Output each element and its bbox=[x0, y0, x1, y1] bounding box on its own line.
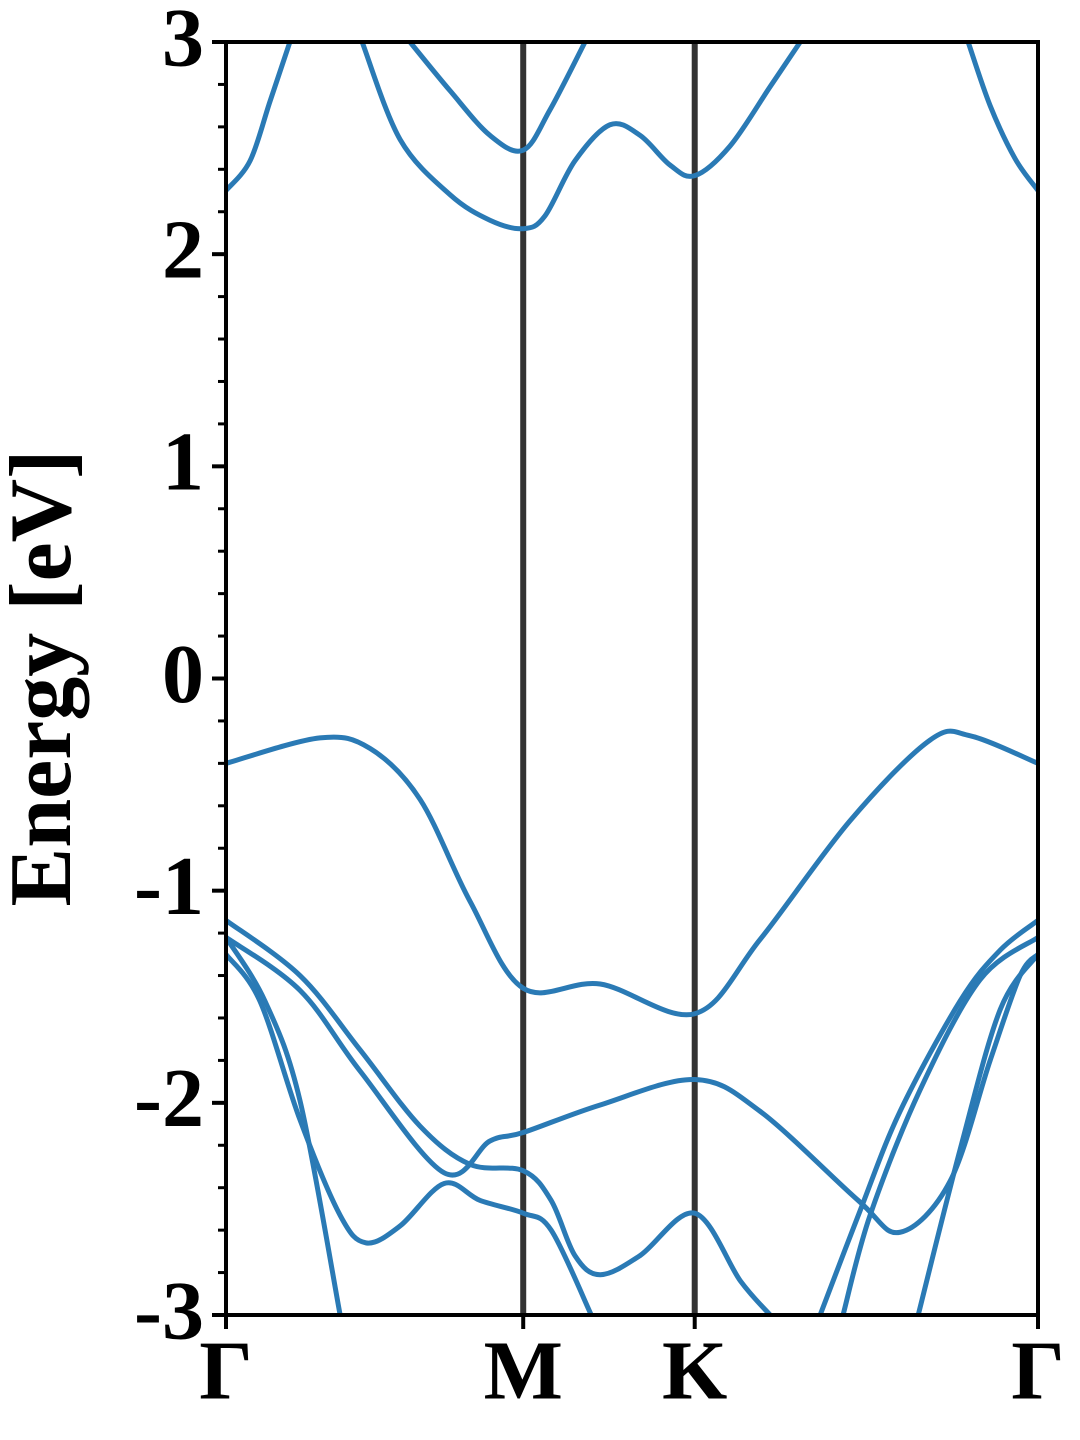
band-line bbox=[359, 42, 803, 232]
band-line bbox=[915, 952, 1038, 1315]
band-line bbox=[226, 935, 1038, 1236]
y-tick-label: 0 bbox=[162, 628, 204, 721]
band-line bbox=[226, 42, 1038, 193]
y-tick-label: -1 bbox=[134, 840, 204, 933]
y-tick-label: -2 bbox=[134, 1052, 204, 1145]
y-tick-label: -3 bbox=[134, 1264, 204, 1357]
y-tick-label: 2 bbox=[162, 203, 204, 296]
x-tick-label: Γ bbox=[1011, 1324, 1064, 1417]
x-tick-label: K bbox=[662, 1324, 727, 1417]
band-line bbox=[226, 918, 773, 1315]
band-line bbox=[226, 936, 343, 1315]
x-tick-label: M bbox=[484, 1324, 563, 1417]
bands bbox=[226, 42, 1038, 1315]
band-line bbox=[226, 952, 594, 1315]
y-tick-label: 3 bbox=[162, 0, 204, 84]
band-line bbox=[817, 918, 1038, 1315]
y-axis-label: Energy [eV] bbox=[0, 450, 90, 907]
band-line bbox=[226, 728, 1038, 1018]
band-line bbox=[408, 42, 588, 154]
y-tick-label: 1 bbox=[162, 416, 204, 509]
plot-frame bbox=[224, 40, 1040, 1317]
x-tick-label: Γ bbox=[199, 1324, 252, 1417]
band-line bbox=[840, 935, 1038, 1315]
